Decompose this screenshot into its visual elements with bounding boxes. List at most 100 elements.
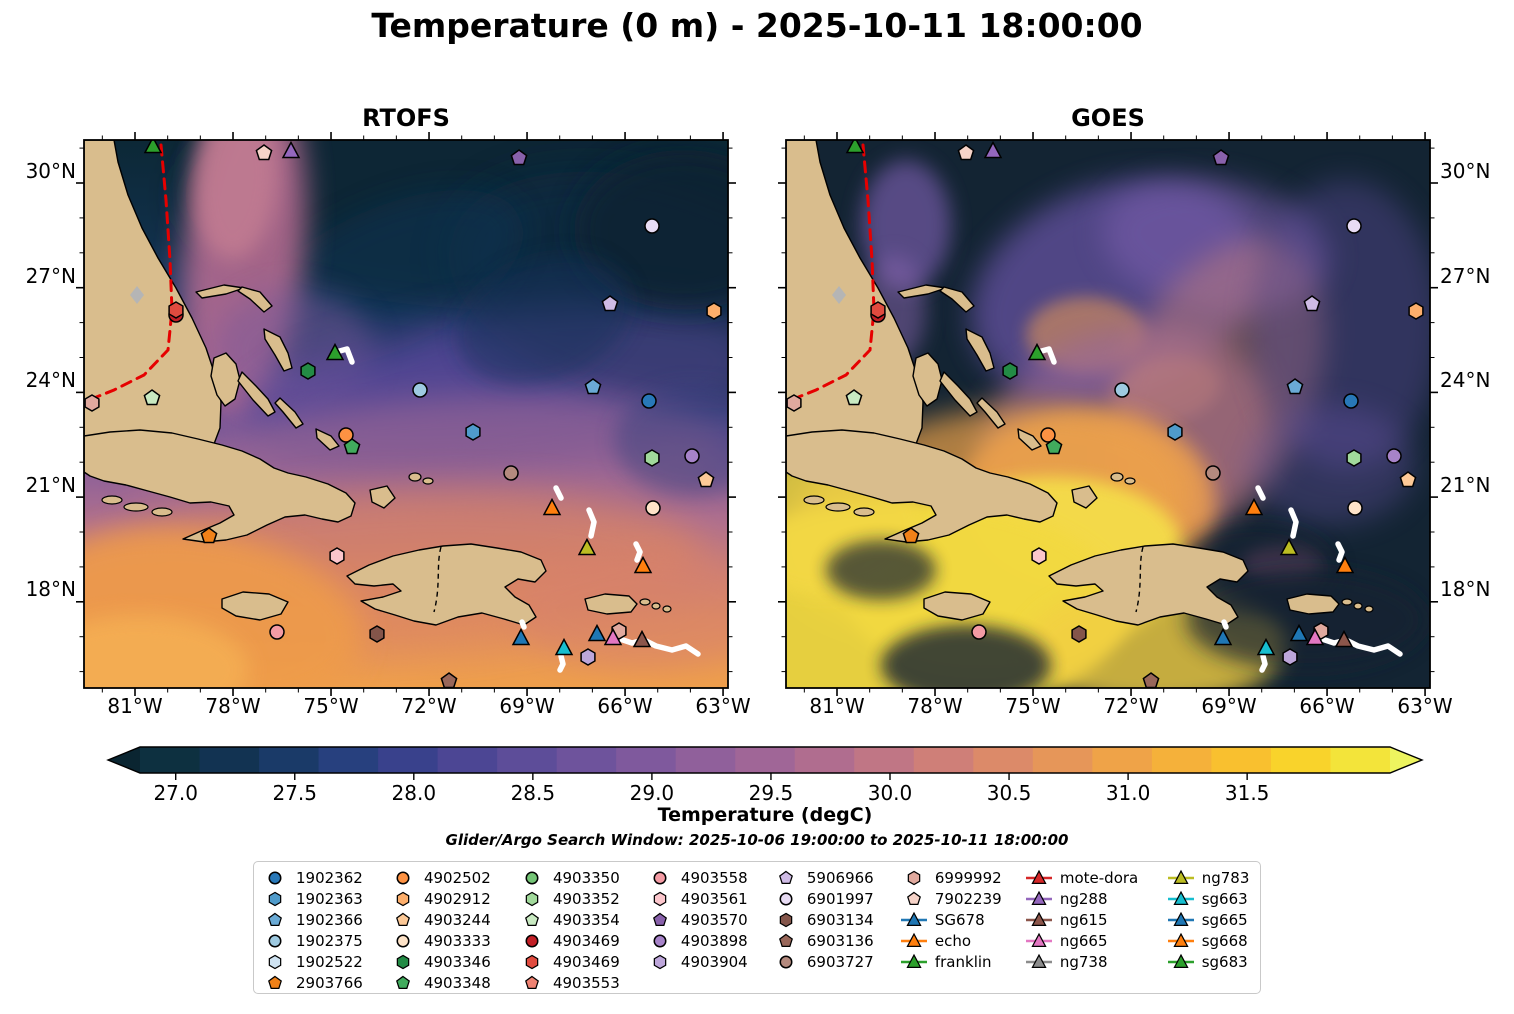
map-marker	[268, 871, 282, 884]
legend-label: echo	[934, 931, 972, 950]
legend-label: sg683	[1201, 952, 1248, 971]
map-marker	[300, 362, 316, 380]
float-marker-icon	[653, 891, 667, 906]
legend-label: 4903354	[552, 910, 620, 929]
float-marker-icon	[653, 954, 667, 969]
legend-label: 6901997	[806, 889, 874, 908]
map-marker	[1071, 625, 1087, 643]
glider-track	[1255, 485, 1266, 501]
legend-label: 6999992	[934, 868, 1002, 887]
map-marker	[1212, 149, 1230, 166]
map-marker	[525, 954, 539, 969]
glider-track	[586, 507, 597, 539]
legend-entry: ng288	[1024, 888, 1166, 909]
glider-track	[1035, 346, 1057, 365]
float-marker-icon	[396, 912, 410, 926]
map-marker	[1031, 911, 1047, 926]
map-marker	[524, 912, 539, 926]
map-marker	[906, 911, 922, 926]
colorbar-tick-label: 28.5	[511, 781, 556, 805]
legend-entry: ng615	[1024, 909, 1166, 930]
legend-label: 4903352	[552, 889, 620, 908]
legend-entry: 4903469	[517, 951, 645, 972]
map-marker	[786, 394, 802, 412]
legend-label: 1902366	[296, 910, 363, 929]
legend-label: 1902363	[296, 889, 363, 908]
map-marker	[465, 423, 481, 441]
float-marker-icon	[268, 912, 282, 926]
map-marker	[1386, 448, 1402, 464]
map-marker	[652, 912, 667, 926]
map-marker	[1347, 500, 1363, 516]
legend-label: 4902912	[423, 889, 491, 908]
lat-tick-label: 30°N	[1440, 159, 1491, 183]
map-marker	[396, 934, 410, 947]
map-marker	[1343, 393, 1359, 409]
glider-marker-icon	[900, 911, 927, 926]
legend-label: 4903469	[552, 952, 620, 971]
glider-track	[1335, 541, 1345, 563]
map-marker	[603, 627, 623, 646]
legend-entry: mote-dora	[1024, 867, 1166, 888]
map-marker	[779, 912, 793, 927]
float-marker-icon	[525, 934, 539, 947]
legend-entry: 4903570	[645, 909, 771, 930]
colorbar-label: Temperature (degC)	[657, 804, 873, 826]
legend-label: 4903561	[680, 889, 748, 908]
map-marker	[845, 389, 863, 406]
map-marker	[396, 912, 410, 926]
map-marker	[1173, 932, 1189, 947]
map-marker	[396, 871, 410, 884]
map-marker	[632, 629, 652, 648]
map-marker	[1282, 648, 1298, 666]
lon-tick-label: 63°W	[1397, 694, 1453, 718]
legend-label: ng615	[1059, 910, 1108, 929]
glider-track	[557, 653, 566, 673]
legend-entry: 4902912	[388, 888, 517, 909]
map-marker	[1027, 342, 1047, 361]
map-marker	[697, 471, 715, 488]
float-marker-icon	[268, 954, 282, 969]
lon-tick-label: 66°W	[1299, 694, 1355, 718]
glider-marker-icon	[1025, 911, 1052, 926]
legend-entry: ng665	[1024, 930, 1166, 951]
map-marker	[1286, 378, 1304, 395]
map-marker	[268, 975, 282, 989]
map-marker	[554, 637, 574, 656]
map-marker	[84, 394, 100, 412]
map-marker	[906, 932, 922, 947]
map-marker	[644, 218, 660, 234]
land-polygon	[369, 485, 396, 509]
float-marker-icon	[907, 870, 921, 885]
panel-title-goes: GOES	[1071, 104, 1145, 132]
float-marker-icon	[906, 891, 921, 905]
land-polygon	[274, 397, 304, 429]
float-marker-icon	[396, 871, 410, 884]
land-polygon	[1286, 593, 1340, 615]
legend-entry: 4903561	[645, 888, 771, 909]
float-marker-icon	[524, 975, 539, 989]
map-marker	[396, 975, 410, 989]
legend-column: 4903350 4903352 4903354 4903469 4903469 49035…	[517, 867, 645, 993]
lat-tick-label: 21°N	[1440, 473, 1491, 497]
glider-marker-icon	[1167, 869, 1194, 884]
float-marker-icon	[779, 912, 793, 927]
map-marker	[329, 547, 345, 565]
legend-label: 1902375	[296, 931, 363, 950]
map-marker	[130, 286, 144, 304]
map-marker	[1346, 449, 1362, 467]
land-polygon	[912, 352, 943, 407]
float-marker-icon	[653, 871, 667, 884]
map-marker	[1244, 497, 1264, 516]
float-marker-icon	[653, 934, 667, 947]
map-marker	[268, 891, 282, 906]
legend-entry: SG678	[899, 909, 1024, 930]
map-marker	[641, 393, 657, 409]
map-marker	[1173, 869, 1189, 884]
float-marker-icon	[268, 871, 282, 884]
legend-label: 6903134	[806, 910, 874, 929]
lat-tick-label: 30°N	[25, 159, 76, 183]
legend-entry: 4903333	[388, 930, 517, 951]
legend-entry: 4903348	[388, 972, 517, 993]
legend-entry: 4903469	[517, 930, 645, 951]
